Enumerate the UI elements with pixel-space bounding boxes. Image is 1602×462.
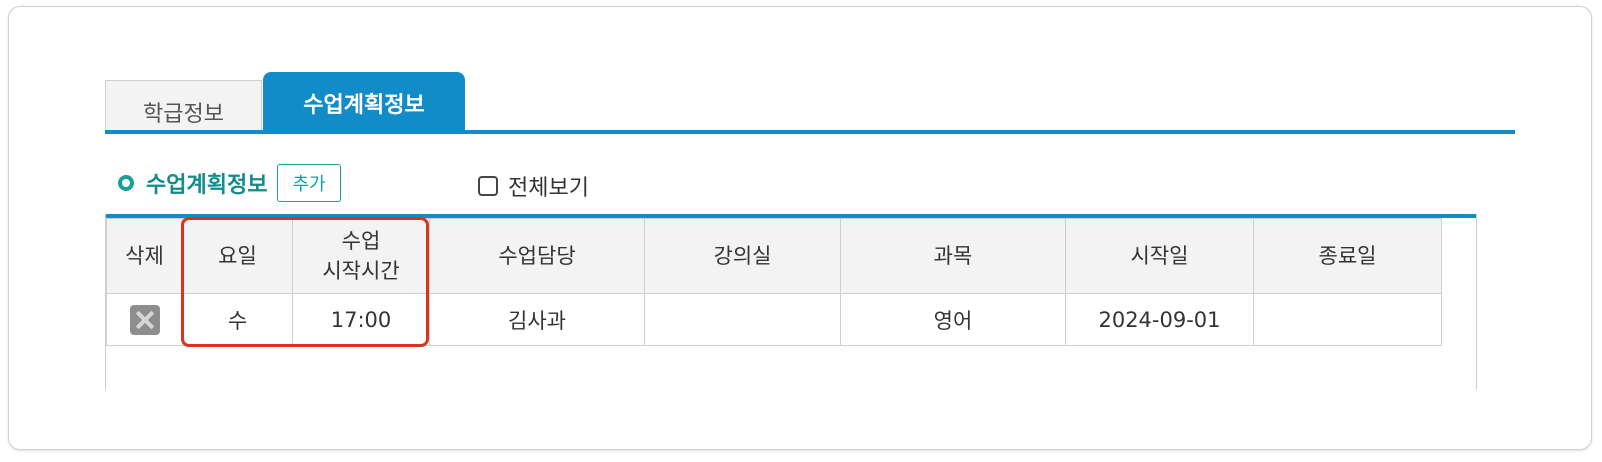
header-start-time-line1: 수업 xyxy=(341,229,381,253)
header-start-date: 시작일 xyxy=(1065,218,1254,294)
cell-delete xyxy=(106,293,183,346)
header-delete: 삭제 xyxy=(106,218,183,294)
header-day: 요일 xyxy=(182,218,293,294)
show-all-label: 전체보기 xyxy=(508,176,589,201)
class-plan-table: 삭제 요일 수업 시작시간 수업담당 강의실 과목 시작일 종료일 수 17:0… xyxy=(106,218,1442,346)
header-start-time: 수업 시작시간 xyxy=(292,218,430,294)
table-header-row: 삭제 요일 수업 시작시간 수업담당 강의실 과목 시작일 종료일 xyxy=(106,218,1442,294)
bullet-icon xyxy=(118,175,134,191)
header-classroom: 강의실 xyxy=(644,218,841,294)
tab-underline xyxy=(105,130,1515,134)
cell-end-date xyxy=(1253,293,1442,346)
table-container: 삭제 요일 수업 시작시간 수업담당 강의실 과목 시작일 종료일 수 17:0… xyxy=(105,214,1477,390)
delete-icon[interactable] xyxy=(129,304,160,335)
header-subject: 과목 xyxy=(840,218,1066,294)
cell-classroom xyxy=(644,293,841,346)
cell-start-date: 2024-09-01 xyxy=(1065,293,1254,346)
section-title: 수업계획정보 xyxy=(146,173,268,198)
show-all-checkbox[interactable] xyxy=(478,176,498,196)
tab-class-plan-info[interactable]: 수업계획정보 xyxy=(263,72,465,134)
header-start-time-line2: 시작시간 xyxy=(322,259,400,283)
header-teacher: 수업담당 xyxy=(429,218,645,294)
table-top-border xyxy=(105,214,1477,218)
add-button[interactable]: 추가 xyxy=(277,164,341,202)
cell-teacher: 김사과 xyxy=(429,293,645,346)
tab-class-info[interactable]: 학급정보 xyxy=(105,80,262,134)
cell-subject: 영어 xyxy=(840,293,1066,346)
cell-start-time: 17:00 xyxy=(292,293,430,346)
cell-day: 수 xyxy=(182,293,293,346)
header-end-date: 종료일 xyxy=(1253,218,1442,294)
section-header: 수업계획정보 추가 xyxy=(118,163,341,203)
show-all-toggle[interactable]: 전체보기 xyxy=(478,170,589,202)
table-row[interactable]: 수 17:00 김사과 영어 2024-09-01 xyxy=(106,293,1442,346)
